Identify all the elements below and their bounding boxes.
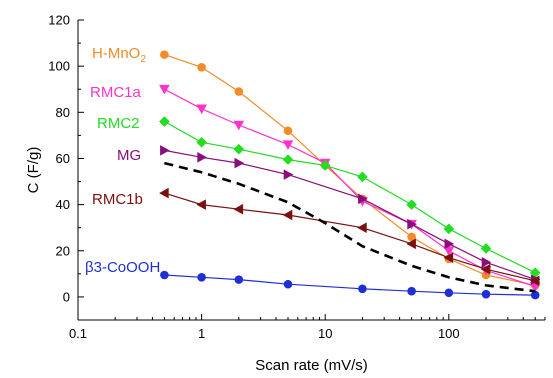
series-label: H-MnO2 — [92, 45, 146, 65]
series-label: β3-CoOOH — [85, 259, 160, 276]
y-tick-label: 20 — [56, 243, 70, 258]
x-tick-label: 1 — [198, 326, 205, 341]
data-point — [233, 120, 245, 131]
data-point — [481, 289, 491, 299]
data-point — [159, 187, 169, 199]
series-layer — [159, 50, 541, 300]
data-point — [480, 263, 491, 275]
series-rmc1b — [159, 187, 540, 287]
data-point — [283, 169, 294, 180]
x-tick-label: 0.1 — [69, 326, 87, 341]
data-point — [197, 152, 207, 163]
data-point — [283, 279, 293, 289]
series-label-main: MG — [117, 147, 141, 164]
y-axis-title: C (F/g) — [25, 147, 42, 194]
data-point — [159, 84, 170, 95]
data-point — [529, 267, 541, 278]
data-point — [282, 140, 294, 150]
data-point — [407, 232, 416, 242]
data-point — [160, 50, 169, 59]
data-point — [480, 243, 492, 254]
x-axis-title: Scan rate (mV/s) — [255, 357, 368, 374]
series-label: RMC1a — [90, 84, 142, 101]
series--3-coooh — [160, 270, 540, 300]
data-point — [357, 222, 367, 233]
series-line — [164, 120, 536, 274]
y-tick-label: 80 — [56, 105, 70, 120]
data-point — [407, 218, 417, 230]
data-point — [196, 104, 207, 115]
series-line — [164, 149, 536, 281]
x-tick-label: 100 — [438, 326, 460, 341]
data-point — [444, 238, 455, 250]
y-tick-label: 100 — [48, 59, 70, 74]
data-point — [283, 126, 293, 136]
data-point — [443, 252, 454, 263]
data-point — [196, 199, 206, 210]
axes — [77, 20, 545, 321]
data-point — [282, 154, 294, 165]
data-point — [282, 209, 293, 221]
data-point — [358, 284, 367, 294]
data-point — [481, 257, 492, 268]
data-point — [196, 137, 207, 148]
data-point — [234, 275, 244, 284]
data-point — [233, 203, 244, 215]
data-point — [407, 286, 416, 296]
data-point — [406, 199, 417, 210]
series-label: RMC2 — [97, 115, 140, 132]
data-point — [234, 157, 245, 169]
y-tick-label: 40 — [56, 197, 70, 212]
series-label-main: RMC1b — [92, 191, 143, 208]
y-tick-label: 120 — [48, 13, 70, 28]
data-point — [159, 116, 170, 127]
series-mg — [160, 145, 541, 285]
data-point — [197, 273, 206, 282]
series-h-mno2 — [160, 50, 540, 290]
data-point — [443, 223, 455, 235]
series-label-subscript: 2 — [140, 54, 146, 65]
y-tick-label: 0 — [63, 289, 70, 304]
series-label-main: β3-CoOOH — [85, 259, 160, 276]
data-point — [358, 193, 368, 205]
data-point — [234, 87, 244, 96]
y-tick-label: 60 — [56, 151, 70, 166]
data-point — [357, 171, 368, 183]
data-point — [319, 160, 331, 171]
data-point — [444, 288, 454, 298]
data-point — [160, 270, 169, 280]
data-point — [406, 238, 416, 250]
data-point — [233, 143, 245, 155]
series-line — [164, 274, 536, 296]
series-label-main: RMC2 — [97, 115, 140, 132]
label-layer: H-MnO2 RMC1a RMC2 MG RMC1b β3-CoOOH — [85, 45, 160, 276]
series-label-main: RMC1a — [90, 84, 142, 101]
data-point — [160, 145, 170, 156]
x-tick-label: 10 — [318, 326, 332, 341]
series-rmc2 — [159, 116, 541, 278]
series-line — [164, 88, 536, 288]
series-label-main: H-MnO — [92, 45, 140, 62]
series-label: RMC1b — [92, 191, 143, 208]
series-line — [164, 54, 536, 286]
series-label: MG — [117, 147, 141, 164]
ticks: 0 20 40 60 80 100 120 0.1 1 10 100 — [48, 13, 546, 341]
data-point — [530, 290, 540, 300]
data-point — [443, 246, 455, 257]
data-point — [197, 63, 206, 72]
data-point — [529, 275, 540, 287]
